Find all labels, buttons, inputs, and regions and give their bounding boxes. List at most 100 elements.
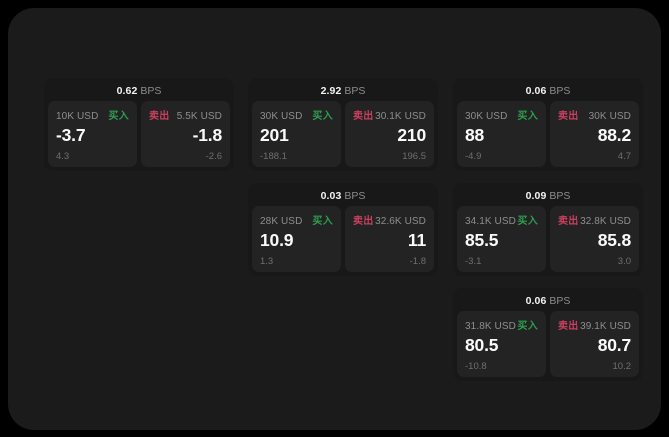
- sell-side[interactable]: 卖出 39.1K USD 80.7 10.2: [550, 311, 639, 377]
- buy-delta: 4.3: [56, 151, 70, 162]
- buy-delta: -3.1: [465, 256, 482, 267]
- sell-side-header: 卖出 39.1K USD: [558, 317, 631, 332]
- buy-side-header: 31.8K USD 买入: [465, 317, 538, 332]
- sell-size-label: 30K USD: [588, 111, 631, 122]
- sell-side[interactable]: 卖出 5.5K USD -1.8 -2.6: [141, 101, 230, 167]
- sell-tag: 卖出: [353, 216, 374, 227]
- quote-card[interactable]: 0.03 BPS 28K USD 买入 10.9 1.3 卖出: [248, 183, 438, 276]
- bps-unit: BPS: [140, 85, 162, 97]
- buy-side[interactable]: 30K USD 买入 201 -188.1: [252, 101, 341, 167]
- buy-side[interactable]: 34.1K USD 买入 85.5 -3.1: [457, 206, 546, 272]
- bps-value: 0.09: [525, 190, 547, 202]
- buy-delta: -10.8: [465, 361, 487, 372]
- buy-tag: 买入: [517, 111, 538, 122]
- buy-tag: 买入: [312, 111, 333, 122]
- quote-card[interactable]: 0.06 BPS 31.8K USD 买入 80.5 -10.8 卖出: [453, 288, 643, 381]
- card-sides: 30K USD 买入 88 -4.9 卖出 30K USD 88.2 4.7: [457, 101, 639, 167]
- buy-size-label: 10K USD: [56, 111, 99, 122]
- buy-side-header: 30K USD 买入: [465, 107, 538, 122]
- buy-size-label: 34.1K USD: [465, 216, 516, 227]
- buy-delta: 1.3: [260, 256, 274, 267]
- buy-price: 10.9: [260, 230, 294, 250]
- sell-delta: -2.6: [205, 151, 222, 162]
- sell-side[interactable]: 卖出 32.6K USD 11 -1.8: [345, 206, 434, 272]
- buy-price: 85.5: [465, 230, 499, 250]
- bps-unit: BPS: [549, 85, 571, 97]
- buy-side[interactable]: 30K USD 买入 88 -4.9: [457, 101, 546, 167]
- buy-side[interactable]: 10K USD 买入 -3.7 4.3: [48, 101, 137, 167]
- buy-size-label: 30K USD: [465, 111, 508, 122]
- sell-delta: -1.8: [409, 256, 426, 267]
- quotes-panel: 0.62 BPS 10K USD 买入 -3.7 4.3 卖出: [8, 8, 661, 430]
- sell-side-header: 卖出 30K USD: [558, 107, 631, 122]
- sell-price: 80.7: [597, 335, 631, 355]
- buy-tag: 买入: [517, 216, 538, 227]
- buy-side-header: 10K USD 买入: [56, 107, 129, 122]
- buy-side-header: 34.1K USD 买入: [465, 212, 538, 227]
- bps-value: 0.06: [525, 85, 547, 97]
- sell-tag: 卖出: [149, 111, 170, 122]
- buy-delta: -188.1: [260, 151, 287, 162]
- buy-price: 80.5: [465, 335, 499, 355]
- sell-delta: 4.7: [617, 151, 631, 162]
- sell-side[interactable]: 卖出 30.1K USD 210 196.5: [345, 101, 434, 167]
- card-header: 0.03 BPS: [248, 183, 438, 206]
- buy-side-header: 28K USD 买入: [260, 212, 333, 227]
- bps-unit: BPS: [344, 190, 366, 202]
- sell-price: 85.8: [597, 230, 631, 250]
- bps-value: 2.92: [320, 85, 342, 97]
- quote-card-board: 0.62 BPS 10K USD 买入 -3.7 4.3 卖出: [36, 78, 643, 408]
- sell-delta: 10.2: [612, 361, 632, 372]
- bps-unit: BPS: [549, 190, 571, 202]
- buy-size-label: 30K USD: [260, 111, 303, 122]
- sell-tag: 卖出: [558, 111, 579, 122]
- buy-tag: 买入: [312, 216, 333, 227]
- sell-size-label: 39.1K USD: [580, 321, 631, 332]
- bps-unit: BPS: [344, 85, 366, 97]
- buy-side[interactable]: 28K USD 买入 10.9 1.3: [252, 206, 341, 272]
- sell-size-label: 30.1K USD: [375, 111, 426, 122]
- quote-card[interactable]: 0.06 BPS 30K USD 买入 88 -4.9 卖出: [453, 78, 643, 171]
- card-header: 0.06 BPS: [453, 78, 643, 101]
- card-sides: 10K USD 买入 -3.7 4.3 卖出 5.5K USD -1.8 -2.…: [48, 101, 230, 167]
- sell-side-header: 卖出 30.1K USD: [353, 107, 426, 122]
- card-header: 0.62 BPS: [44, 78, 234, 101]
- sell-tag: 卖出: [558, 321, 579, 332]
- buy-price: 88: [465, 125, 485, 145]
- bps-unit: BPS: [549, 295, 571, 307]
- quote-card[interactable]: 0.62 BPS 10K USD 买入 -3.7 4.3 卖出: [44, 78, 234, 171]
- sell-delta: 196.5: [402, 151, 426, 162]
- sell-tag: 卖出: [353, 111, 374, 122]
- sell-side[interactable]: 卖出 30K USD 88.2 4.7: [550, 101, 639, 167]
- card-header: 0.06 BPS: [453, 288, 643, 311]
- buy-size-label: 28K USD: [260, 216, 303, 227]
- bps-value: 0.06: [525, 295, 547, 307]
- sell-side-header: 卖出 32.6K USD: [353, 212, 426, 227]
- card-sides: 28K USD 买入 10.9 1.3 卖出 32.6K USD 11 -1.8: [252, 206, 434, 272]
- sell-price: -1.8: [192, 125, 223, 145]
- sell-price: 210: [397, 125, 426, 145]
- sell-side-header: 卖出 5.5K USD: [149, 107, 222, 122]
- sell-size-label: 32.8K USD: [580, 216, 631, 227]
- quote-card[interactable]: 0.09 BPS 34.1K USD 买入 85.5 -3.1 卖出: [453, 183, 643, 276]
- sell-delta: 3.0: [617, 256, 631, 267]
- sell-size-label: 5.5K USD: [176, 111, 222, 122]
- buy-price: -3.7: [56, 125, 86, 145]
- sell-side-header: 卖出 32.8K USD: [558, 212, 631, 227]
- sell-tag: 卖出: [558, 216, 579, 227]
- card-header: 0.09 BPS: [453, 183, 643, 206]
- card-sides: 30K USD 买入 201 -188.1 卖出 30.1K USD 210 1…: [252, 101, 434, 167]
- bps-value: 0.62: [116, 85, 138, 97]
- sell-side[interactable]: 卖出 32.8K USD 85.8 3.0: [550, 206, 639, 272]
- bps-value: 0.03: [320, 190, 342, 202]
- card-sides: 34.1K USD 买入 85.5 -3.1 卖出 32.8K USD 85.8…: [457, 206, 639, 272]
- buy-size-label: 31.8K USD: [465, 321, 516, 332]
- sell-price: 11: [407, 230, 426, 250]
- buy-price: 201: [260, 125, 289, 145]
- quote-card[interactable]: 2.92 BPS 30K USD 买入 201 -188.1 卖出: [248, 78, 438, 171]
- sell-size-label: 32.6K USD: [375, 216, 426, 227]
- card-header: 2.92 BPS: [248, 78, 438, 101]
- buy-side-header: 30K USD 买入: [260, 107, 333, 122]
- card-sides: 31.8K USD 买入 80.5 -10.8 卖出 39.1K USD 80.…: [457, 311, 639, 377]
- buy-side[interactable]: 31.8K USD 买入 80.5 -10.8: [457, 311, 546, 377]
